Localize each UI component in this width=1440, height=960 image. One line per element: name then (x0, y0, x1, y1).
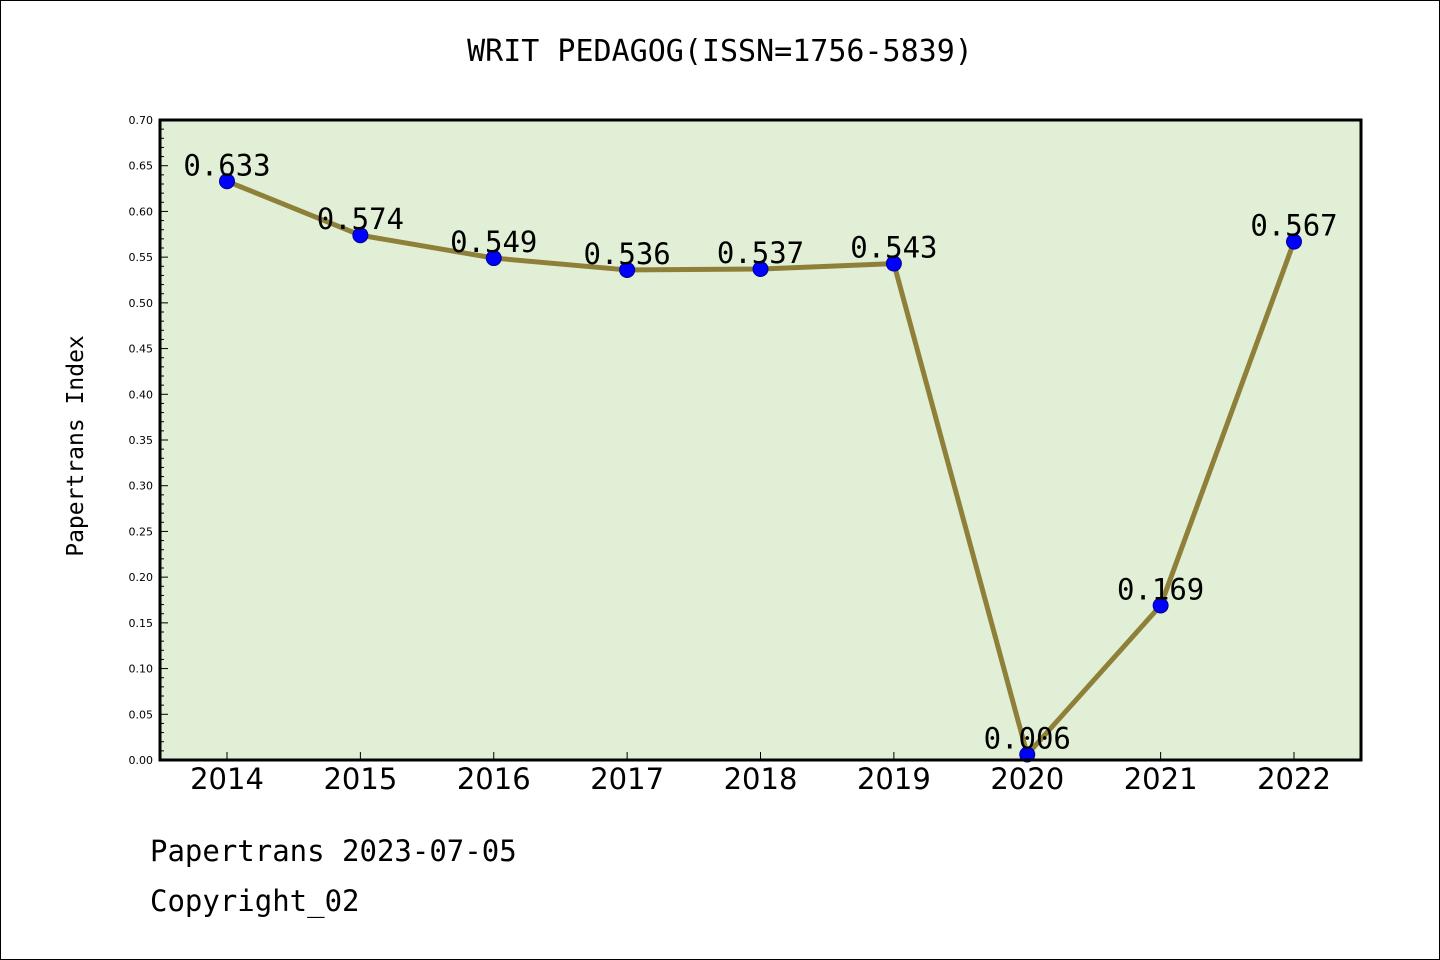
plot-area (160, 120, 1361, 760)
data-labels: 0.633 0.574 0.549 0.536 0.537 0.543 0.006 0.169… (183, 148, 1337, 755)
y-axis-ticks: 0.00 0.05 0.10 0.15 0.20 0.25 0.30 0.35 0.40 0.45… (129, 114, 168, 767)
series-group (219, 173, 1302, 763)
x-axis-ticks: 2014 2015 2016 2017 2018 2019 2020 2021 2022 (190, 752, 1331, 796)
x-tick-label: 2015 (323, 762, 397, 796)
chart-title: WRIT PEDAGOG(ISSN=1756-5839) (467, 34, 973, 69)
data-value-label: 0.537 (717, 236, 804, 270)
x-tick-label: 2022 (1257, 762, 1331, 796)
data-value-label: 0.536 (583, 237, 670, 271)
y-tick-label: 0.30 (129, 480, 154, 493)
y-tick-label: 0.10 (129, 663, 154, 676)
x-tick-label: 2017 (590, 762, 664, 796)
x-tick-label: 2021 (1124, 762, 1198, 796)
data-point-marker (752, 261, 769, 278)
y-tick-label: 0.25 (129, 525, 154, 538)
y-tick-label: 0.65 (129, 160, 154, 173)
y-tick-label: 0.45 (129, 343, 154, 356)
x-tick-label: 2016 (457, 762, 531, 796)
y-tick-label: 0.40 (129, 388, 154, 401)
data-value-label: 0.574 (317, 202, 404, 236)
y-tick-label: 0.55 (129, 251, 154, 264)
x-tick-label: 2020 (990, 762, 1064, 796)
y-tick-label: 0.05 (129, 708, 154, 721)
data-point-marker (885, 255, 902, 272)
x-tick-label: 2014 (190, 762, 264, 796)
plot-border (158, 118, 1363, 762)
y-tick-label: 0.60 (129, 205, 154, 218)
data-value-label: 0.543 (850, 231, 937, 265)
data-point-marker (485, 250, 502, 267)
y-tick-label: 0.70 (129, 114, 154, 127)
footer-date-line: Papertrans 2023-07-05 (150, 834, 517, 868)
x-tick-label: 2018 (724, 762, 798, 796)
data-point-marker (352, 227, 369, 244)
y-tick-label: 0.50 (129, 297, 154, 310)
data-value-label: 0.567 (1250, 209, 1337, 243)
footer-copyright-line: Copyright_02 (150, 884, 360, 918)
data-point-marker (1152, 597, 1169, 614)
data-value-label: 0.169 (1117, 572, 1204, 606)
data-point-marker (1019, 746, 1036, 763)
y-tick-label: 0.35 (129, 434, 154, 447)
data-value-label: 0.633 (183, 148, 270, 182)
y-tick-label: 0.15 (129, 617, 154, 630)
data-point-marker (219, 173, 235, 190)
data-point-marker (1286, 233, 1302, 250)
data-point-marker (619, 261, 636, 278)
y-tick-label: 0.20 (129, 571, 154, 584)
data-value-label: 0.549 (450, 225, 537, 259)
x-tick-label: 2019 (857, 762, 931, 796)
data-value-label: 0.006 (984, 722, 1071, 756)
y-tick-label: 0.00 (129, 754, 154, 767)
